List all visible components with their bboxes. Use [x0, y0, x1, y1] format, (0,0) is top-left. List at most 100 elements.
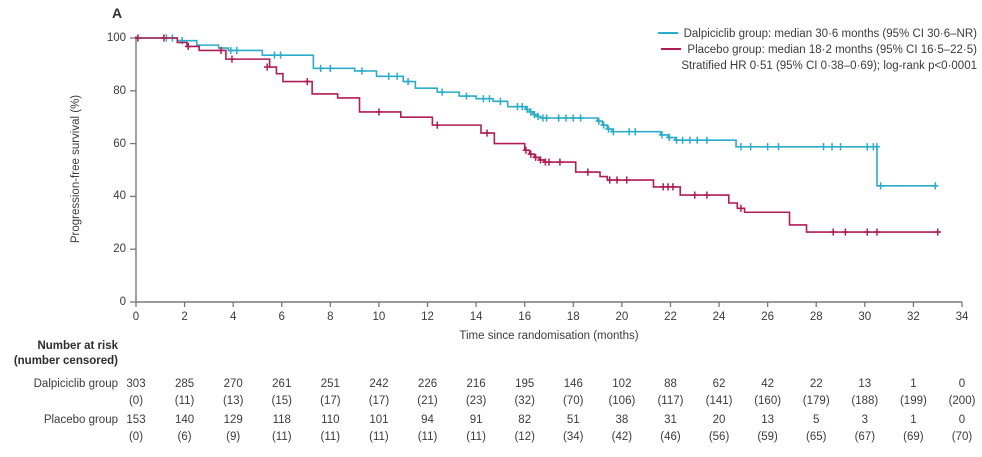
risk-value: 88	[664, 378, 677, 390]
x-tick-label: 28	[809, 311, 823, 323]
risk-value: 42	[761, 378, 775, 390]
risk-value: 118	[272, 414, 291, 426]
risk-value: 1	[910, 378, 917, 390]
y-tick-label: 60	[113, 137, 126, 150]
x-tick-label: 4	[229, 311, 237, 323]
risk-value: (56)	[708, 431, 730, 443]
legend-label-dalpiciclib: Dalpiciclib group: median 30·6 months (9…	[683, 28, 977, 40]
risk-value: 153	[126, 414, 146, 426]
risk-value: 3	[861, 414, 869, 426]
x-tick-label: 24	[712, 311, 726, 323]
risk-row-label-dalpiciclib: Dalpiciclib group	[33, 378, 118, 390]
placebo-line-swatch-icon	[661, 47, 682, 50]
risk-value: 13	[761, 414, 775, 426]
survival-curve-dalpiciclib	[136, 37, 938, 187]
risk-value: 82	[518, 414, 532, 426]
risk-value: 216	[466, 378, 486, 390]
risk-value: (21)	[417, 395, 438, 407]
x-tick-label: 30	[858, 311, 872, 323]
risk-value: 101	[369, 414, 389, 426]
risk-value: (67)	[854, 431, 876, 443]
risk-value: 195	[515, 378, 535, 390]
risk-value: (199)	[899, 395, 927, 407]
risk-value: (69)	[903, 431, 924, 443]
x-tick-label: 10	[372, 311, 386, 323]
x-tick-label: 16	[518, 311, 532, 323]
censor-marks-placebo	[134, 34, 941, 236]
risk-value: 91	[469, 414, 483, 426]
risk-table-title: Number at risk	[37, 340, 118, 352]
risk-value: 0	[958, 378, 966, 390]
risk-value: 251	[320, 378, 340, 390]
risk-value: 270	[223, 378, 243, 390]
legend-label-placebo: Placebo group: median 18·2 months (95% C…	[687, 44, 977, 56]
risk-value: (15)	[271, 395, 292, 407]
y-tick-label: 0	[119, 296, 126, 308]
risk-value: (32)	[514, 395, 535, 407]
survival-curve-placebo	[136, 37, 941, 233]
risk-value: (11)	[466, 431, 486, 443]
risk-value: (13)	[222, 395, 244, 407]
legend: Dalpiciclib group: median 30·6 months (9…	[657, 26, 977, 74]
risk-value: 94	[421, 414, 434, 426]
risk-value: 140	[174, 414, 195, 426]
legend-entry-placebo: Placebo group: median 18·2 months (95% C…	[658, 42, 977, 58]
x-tick-label: 32	[907, 311, 920, 323]
risk-value: (42)	[611, 431, 633, 443]
risk-value: (106)	[608, 395, 636, 407]
risk-value: (11)	[369, 431, 389, 443]
stats-note: Stratified HR 0·51 (95% CI 0·38–0·69); l…	[681, 60, 977, 72]
risk-value: 285	[174, 378, 195, 390]
risk-value: (11)	[174, 395, 195, 407]
y-tick-label: 80	[113, 84, 126, 97]
risk-value: 13	[858, 378, 872, 390]
risk-value: (0)	[128, 395, 144, 407]
risk-value: 0	[958, 414, 966, 426]
risk-value: (11)	[320, 431, 341, 443]
risk-value: (179)	[802, 395, 830, 407]
risk-value: (65)	[806, 431, 827, 443]
panel-label: A	[112, 5, 123, 21]
risk-value: 22	[809, 378, 823, 390]
risk-value: 38	[615, 414, 629, 426]
risk-value: (70)	[563, 395, 584, 407]
y-tick-label: 100	[106, 32, 126, 44]
risk-value: 1	[910, 414, 917, 426]
risk-value: 62	[712, 378, 726, 390]
dalpiciclib-line-swatch-icon	[657, 31, 678, 34]
risk-value: (11)	[271, 431, 292, 443]
risk-value: 102	[612, 378, 632, 390]
risk-value: (34)	[563, 431, 584, 443]
risk-value: (117)	[657, 395, 684, 407]
y-tick-label: 20	[113, 243, 126, 256]
risk-value: (0)	[128, 431, 144, 443]
risk-value: 129	[223, 414, 243, 426]
x-tick-label: 0	[132, 311, 140, 323]
x-tick-label: 22	[664, 311, 677, 323]
risk-value: (23)	[465, 395, 487, 407]
risk-value: 110	[321, 414, 340, 426]
y-tick-label: 40	[113, 190, 126, 203]
risk-value: (6)	[177, 431, 192, 443]
risk-value: 226	[417, 378, 438, 390]
y-axis-title: Progression-free survival (%)	[70, 94, 82, 244]
risk-value: (9)	[226, 431, 241, 443]
x-tick-label: 26	[761, 311, 775, 323]
x-axis-title: Time since randomisation (months)	[459, 330, 639, 342]
risk-value: (46)	[660, 431, 681, 443]
risk-value: (12)	[514, 431, 535, 443]
axis-lines	[135, 36, 962, 303]
risk-value: (11)	[417, 431, 438, 443]
x-tick-label: 6	[278, 311, 285, 323]
risk-value: (188)	[851, 395, 879, 407]
x-tick-label: 20	[615, 311, 629, 323]
risk-value: 303	[126, 378, 146, 390]
risk-row-label-placebo: Placebo group	[43, 414, 118, 426]
risk-value: 31	[664, 414, 677, 426]
x-tick-label: 34	[955, 311, 969, 323]
x-tick-label: 12	[421, 311, 434, 323]
risk-value: (70)	[951, 431, 973, 443]
x-tick-label: 8	[327, 311, 334, 323]
